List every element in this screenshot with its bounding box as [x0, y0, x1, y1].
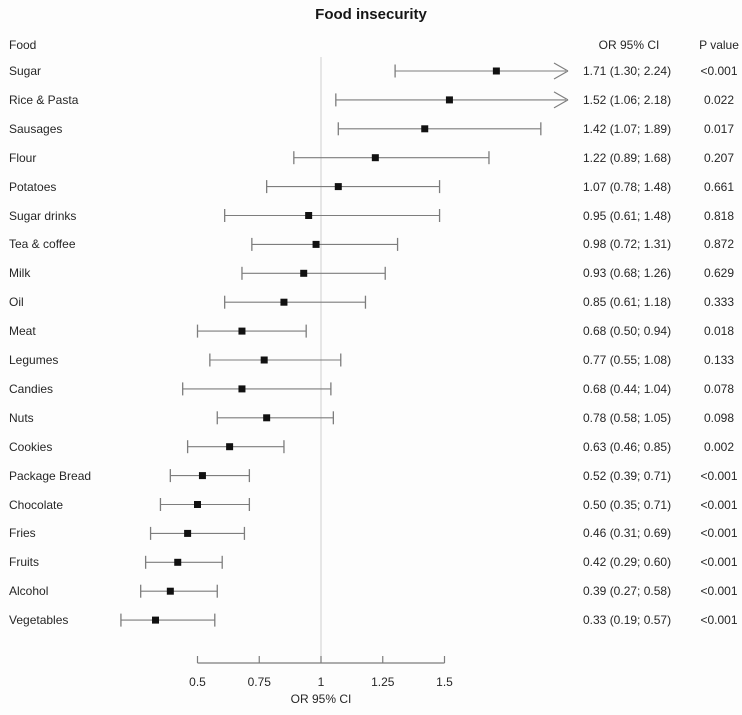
or-marker — [184, 529, 192, 537]
food-label: Flour — [9, 150, 37, 165]
or-ci-value: 0.52 (0.39; 0.71) — [583, 468, 672, 483]
food-label: Sugar drinks — [9, 208, 77, 223]
p-value: <0.001 — [700, 64, 738, 78]
food-label: Milk — [9, 266, 31, 281]
food-label: Oil — [9, 295, 24, 310]
or-marker — [226, 443, 234, 451]
or-ci-value: 0.78 (0.58; 1.05) — [583, 410, 672, 425]
p-value: 0.629 — [703, 266, 735, 281]
or-ci-value: 0.68 (0.44; 1.04) — [583, 381, 672, 396]
axis-tick-label: 0.75 — [247, 675, 271, 689]
or-ci-value: 0.77 (0.55; 1.08) — [583, 353, 672, 367]
or-ci-value: 0.95 (0.61; 1.48) — [583, 208, 672, 223]
or-marker — [312, 240, 320, 248]
p-value: <0.001 — [700, 468, 738, 483]
or-ci-value: 0.50 (0.35; 0.71) — [583, 497, 672, 512]
p-value: 0.002 — [703, 439, 735, 454]
or-ci-value: 0.39 (0.27; 0.58) — [583, 584, 672, 599]
food-label: Nuts — [9, 410, 34, 425]
food-label: Potatoes — [9, 179, 57, 194]
or-marker — [152, 616, 160, 624]
food-label: Chocolate — [9, 497, 64, 512]
or-marker — [174, 558, 182, 566]
or-marker — [300, 269, 308, 277]
arrow-head — [553, 70, 569, 80]
p-value: <0.001 — [700, 584, 738, 599]
p-value: 0.207 — [703, 150, 735, 165]
or-ci-value: 0.98 (0.72; 1.31) — [583, 237, 672, 252]
or-ci-value: 0.46 (0.31; 0.69) — [583, 526, 672, 541]
arrow-head — [553, 62, 569, 72]
or-ci-value: 0.33 (0.19; 0.57) — [583, 613, 672, 628]
food-label: Candies — [9, 381, 54, 396]
or-ci-value: 1.07 (0.78; 1.48) — [583, 179, 672, 194]
p-value: 0.661 — [703, 179, 735, 194]
food-label: Cookies — [9, 439, 53, 454]
column-header-or-ci: OR 95% CI — [598, 38, 660, 52]
column-header-p-value: P value — [699, 38, 739, 52]
or-ci-value: 0.63 (0.46; 0.85) — [583, 439, 672, 454]
x-axis-title: OR 95% CI — [290, 692, 352, 706]
axis-tick-label: 0.5 — [189, 675, 206, 689]
or-marker — [334, 183, 342, 191]
arrow-head — [553, 91, 569, 101]
p-value: <0.001 — [700, 497, 738, 512]
p-value: 0.818 — [703, 208, 735, 223]
p-value: <0.001 — [700, 555, 738, 570]
or-ci-value: 0.85 (0.61; 1.18) — [583, 295, 672, 310]
p-value: <0.001 — [700, 526, 738, 541]
or-ci-value: 0.68 (0.50; 0.94) — [583, 324, 672, 339]
axis-tick-label: 1 — [317, 675, 325, 689]
or-ci-value: 0.93 (0.68; 1.26) — [583, 266, 672, 281]
or-marker — [305, 212, 313, 219]
food-label: Legumes — [9, 353, 59, 367]
food-label: Alcohol — [9, 584, 49, 599]
food-label: Sugar — [9, 64, 42, 78]
food-label: Package Bread — [9, 468, 92, 483]
food-label: Tea & coffee — [9, 237, 76, 252]
p-value: <0.001 — [700, 613, 738, 628]
or-ci-value: 1.42 (1.07; 1.89) — [583, 121, 672, 136]
or-marker — [263, 414, 271, 422]
or-marker — [166, 587, 174, 595]
or-marker — [280, 298, 288, 306]
food-label: Rice & Pasta — [9, 92, 79, 107]
arrow-head — [553, 99, 569, 109]
or-ci-value: 1.52 (1.06; 2.18) — [583, 92, 672, 107]
food-label: Fries — [9, 526, 36, 541]
food-label: Vegetables — [9, 613, 69, 628]
p-value: 0.078 — [703, 381, 735, 396]
or-marker — [445, 96, 453, 104]
or-marker — [421, 125, 429, 133]
or-ci-value: 1.22 (0.89; 1.68) — [583, 150, 672, 165]
or-marker — [260, 356, 268, 364]
or-marker — [238, 327, 246, 335]
p-value: 0.017 — [703, 121, 735, 136]
chart-title: Food insecurity — [315, 6, 427, 23]
food-label: Fruits — [9, 555, 39, 570]
p-value: 0.333 — [703, 295, 735, 310]
or-marker — [194, 501, 201, 508]
or-marker — [198, 472, 206, 480]
food-label: Meat — [9, 324, 36, 339]
or-marker — [492, 67, 500, 75]
p-value: 0.133 — [703, 353, 735, 367]
p-value: 0.022 — [703, 92, 735, 107]
food-label: Sausages — [9, 121, 63, 136]
p-value: 0.872 — [703, 237, 735, 252]
or-ci-value: 0.42 (0.29; 0.60) — [583, 555, 672, 570]
axis-tick-label: 1.25 — [371, 675, 395, 689]
p-value: 0.018 — [703, 324, 735, 339]
or-marker — [238, 385, 246, 393]
axis-tick-label: 1.5 — [436, 675, 453, 689]
column-header-food: Food — [9, 38, 37, 52]
or-ci-value: 1.71 (1.30; 2.24) — [583, 64, 672, 78]
p-value: 0.098 — [703, 410, 735, 425]
or-marker — [371, 154, 379, 162]
